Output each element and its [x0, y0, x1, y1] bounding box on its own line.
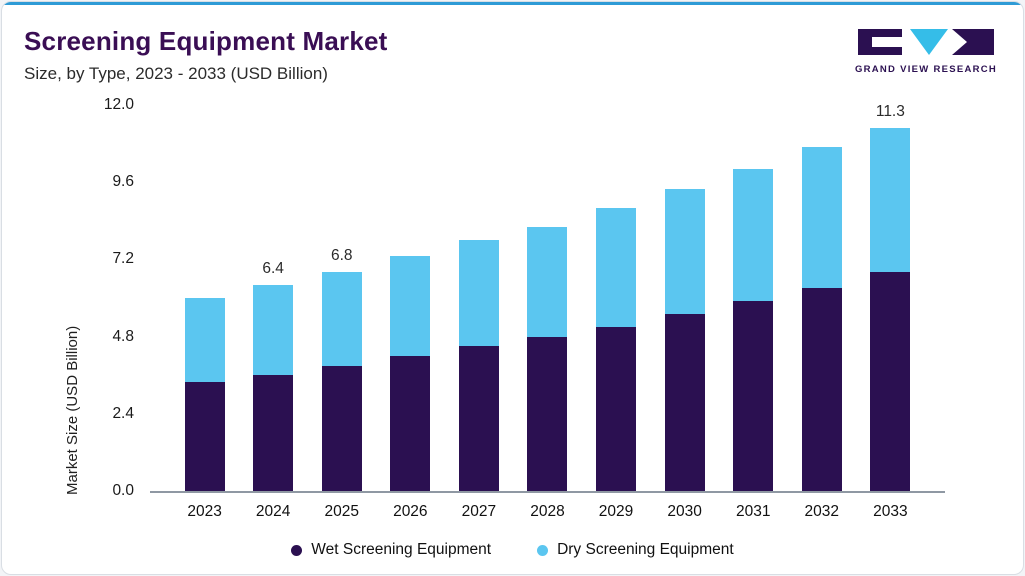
y-axis-title: Market Size (USD Billion) [64, 325, 81, 495]
bar-segment-wet [390, 355, 431, 491]
x-tick-label: 2024 [255, 503, 291, 520]
y-tick-label: 9.6 [112, 173, 134, 191]
legend-dot-icon [537, 544, 549, 556]
bar-segment-wet [870, 272, 911, 491]
bar-segment-dry [458, 240, 499, 347]
bar-stack [596, 207, 637, 491]
x-tick-label: 2031 [735, 503, 771, 520]
bar-segment-wet [596, 326, 637, 491]
bar-segment-wet [184, 381, 225, 491]
chart-subtitle: Size, by Type, 2023 - 2033 (USD Billion) [24, 64, 328, 83]
bar-column: 2029 [596, 105, 637, 520]
bar-column: 6.4 2024 [253, 105, 294, 520]
bars-container: 2023 6.4 2024 6.8 2025 2026 2027 2028 2029 2030 20… [150, 102, 945, 520]
bar-value-label: 6.8 [330, 247, 353, 265]
legend-label: Wet Screening Equipment [311, 541, 492, 558]
bar-segment-wet [527, 336, 568, 491]
legend-item: Wet Screening Equipment [291, 541, 491, 559]
x-tick-label: 2026 [393, 503, 428, 520]
y-tick-label: 4.8 [112, 327, 134, 345]
x-tick-label: 2023 [187, 503, 222, 520]
bar-stack [527, 227, 568, 491]
bar-column: 2023 [184, 105, 225, 520]
legend-dot-icon [291, 544, 303, 556]
bar-segment-dry [870, 127, 911, 273]
x-tick-label: 2030 [667, 503, 702, 520]
bar-stack [733, 169, 774, 491]
bar-stack [870, 127, 911, 491]
bar-column: 2030 [664, 105, 705, 520]
bar-column: 2026 [390, 105, 431, 520]
bar-segment-dry [390, 256, 431, 356]
bar-segment-dry [664, 188, 705, 315]
bar-segment-wet [801, 288, 842, 491]
bar-value-label: 11.3 [875, 102, 905, 120]
bar-stack [184, 298, 225, 491]
x-tick-label: 2027 [461, 503, 497, 520]
x-tick-label: 2025 [324, 503, 359, 520]
x-tick-label: 2029 [598, 503, 634, 520]
bar-segment-dry [253, 285, 294, 376]
bar-segment-dry [184, 298, 225, 382]
bar-column: 2031 [733, 105, 774, 520]
bar-column: 2028 [527, 105, 568, 520]
x-tick-label: 2028 [530, 503, 565, 520]
bar-segment-dry [527, 227, 568, 337]
legend-item: Dry Screening Equipment [537, 541, 734, 559]
y-tick-label: 2.4 [112, 404, 134, 422]
bar-stack [321, 272, 362, 491]
header: Screening Equipment Market Size, by Type… [24, 26, 388, 84]
logo-text: GRAND VIEW RESEARCH [854, 64, 998, 75]
x-tick-label: 2032 [804, 503, 840, 520]
bar-segment-dry [733, 169, 774, 302]
bar-value-label: 6.4 [262, 260, 284, 278]
bar-column: 6.8 2025 [321, 105, 362, 520]
gvr-logo: GRAND VIEW RESEARCH [853, 28, 999, 75]
bar-segment-wet [253, 375, 294, 491]
bar-column: 2032 [801, 105, 842, 520]
y-tick-label: 0.0 [112, 482, 134, 499]
bar-segment-wet [664, 314, 705, 491]
bar-segment-wet [321, 365, 362, 491]
bar-stack [801, 146, 842, 491]
bar-segment-wet [733, 301, 774, 491]
page-title: Screening Equipment Market [24, 26, 388, 56]
gvr-logo-icon [858, 29, 994, 55]
x-tick-label: 2033 [873, 503, 908, 520]
top-accent-line [2, 2, 1023, 5]
bar-column: 2027 [458, 105, 499, 520]
bar-stack [390, 256, 431, 491]
bar-stack [253, 285, 294, 491]
bar-segment-dry [321, 272, 362, 366]
bar-column: 11.3 2033 [870, 102, 911, 520]
plot-area: 0.0 2.4 4.8 7.2 9.6 12.0 2023 6.4 2024 6.8 2025 20… [104, 96, 945, 520]
bar-segment-wet [458, 346, 499, 491]
legend: Wet Screening Equipment Dry Screening Equ… [2, 541, 1023, 559]
bar-stack [458, 240, 499, 491]
bar-segment-dry [596, 207, 637, 327]
y-tick-label: 12.0 [103, 96, 134, 113]
bar-segment-dry [801, 146, 842, 289]
bar-stack [664, 188, 705, 491]
y-tick-label: 7.2 [112, 250, 134, 268]
legend-label: Dry Screening Equipment [557, 541, 734, 558]
